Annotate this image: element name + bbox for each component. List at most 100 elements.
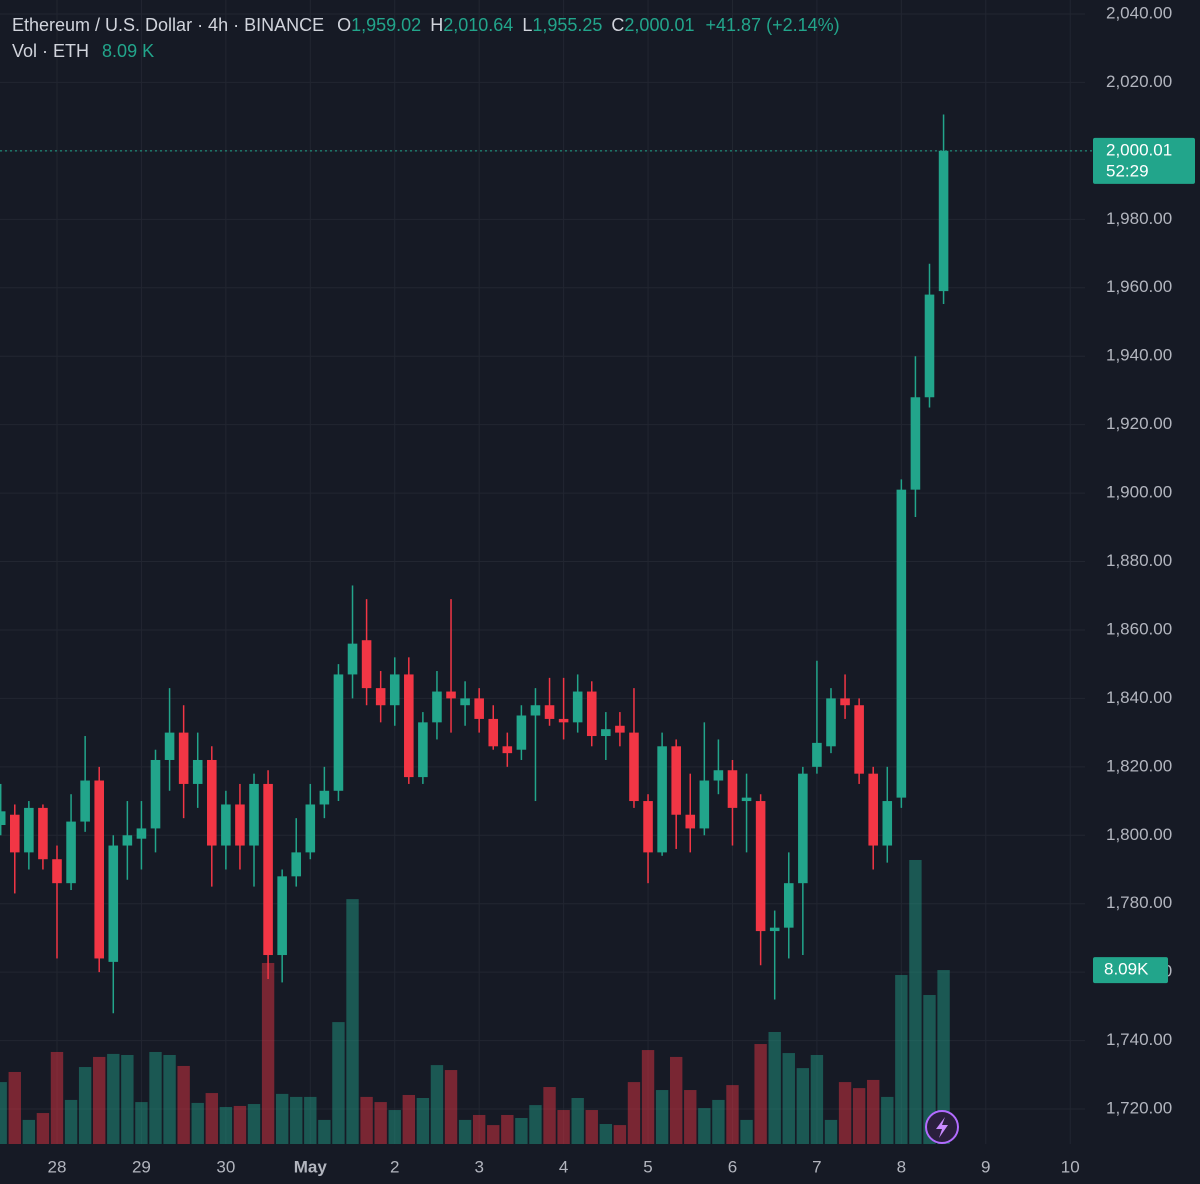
candle-body	[361, 640, 372, 689]
volume-bar	[754, 1044, 767, 1144]
volume-bar	[444, 1070, 458, 1144]
volume-bar	[487, 1125, 500, 1144]
volume-bar	[557, 1110, 570, 1144]
candle-body	[192, 759, 203, 784]
volume-bar	[824, 1119, 838, 1144]
volume-bar	[613, 1125, 627, 1144]
x-tick-label: May	[294, 1157, 328, 1176]
bolt-glyph	[936, 1117, 948, 1138]
candle-body	[882, 801, 893, 846]
candle-body	[572, 691, 583, 723]
y-tick-label: 1,740.00	[1106, 1030, 1172, 1049]
volume-bar	[8, 1071, 21, 1144]
volume-bar	[684, 1090, 697, 1144]
candle-body	[460, 698, 470, 706]
candle-body	[629, 732, 639, 802]
candle-body	[277, 876, 287, 956]
volume-bar	[149, 1051, 162, 1144]
volume-bar	[402, 1094, 416, 1144]
volume-bar	[430, 1065, 444, 1144]
volume-bar	[50, 1051, 64, 1144]
candle-body	[910, 397, 921, 490]
open-label: O	[337, 15, 351, 35]
x-tick-label: 8	[897, 1157, 906, 1176]
y-tick-label: 2,020.00	[1106, 72, 1172, 91]
volume-bar	[163, 1054, 176, 1144]
candle-body	[389, 674, 400, 706]
volume-bar	[472, 1114, 486, 1144]
volume-bar	[360, 1096, 373, 1144]
volume-bar	[233, 1105, 247, 1144]
volume-bar	[22, 1119, 36, 1144]
candle-body	[671, 746, 681, 815]
volume-bar	[838, 1082, 852, 1144]
volume-layer	[0, 859, 950, 1144]
volume-bar	[740, 1119, 753, 1144]
volume-bar	[275, 1093, 289, 1144]
x-tick-label: 2	[390, 1157, 399, 1176]
y-tick-label: 2,040.00	[1106, 3, 1172, 22]
x-tick-label: 5	[643, 1157, 652, 1176]
volume-bar	[627, 1082, 641, 1144]
candle-body	[52, 859, 62, 884]
volume-bar	[641, 1050, 655, 1144]
candle-body	[769, 927, 780, 932]
last-price-label: 2,000.01	[1106, 140, 1172, 159]
candle-body	[601, 729, 611, 737]
candle-body	[798, 773, 808, 884]
x-tick-label: 28	[48, 1157, 67, 1176]
open-value: 1,959.02	[351, 15, 421, 35]
volume-bar	[93, 1056, 106, 1144]
candle-body	[24, 807, 34, 853]
candle-body	[896, 489, 907, 798]
close-value: 2,000.01	[624, 15, 694, 35]
candle-body	[586, 691, 597, 737]
candle-body	[80, 780, 90, 822]
candle-body	[840, 698, 850, 706]
candle-body	[263, 783, 273, 956]
candle-body	[502, 746, 513, 754]
y-tick-label: 1,820.00	[1106, 756, 1172, 775]
last-price-badge	[1093, 137, 1195, 184]
candle-body	[699, 780, 710, 829]
close-label: C	[611, 15, 624, 35]
candle-body	[221, 804, 231, 846]
candle-body	[38, 807, 48, 860]
volume-value: 8.09 K	[102, 41, 154, 61]
volume-bar	[768, 1031, 781, 1144]
candle-body	[235, 804, 245, 846]
volume-bar	[177, 1065, 190, 1144]
volume-bar	[78, 1067, 92, 1144]
volume-bar	[712, 1099, 725, 1144]
y-tick-label: 1,720.00	[1106, 1099, 1172, 1118]
volume-header: Vol · ETH 8.09 K	[12, 41, 154, 61]
volume-bar	[599, 1124, 613, 1144]
volume-bar	[515, 1117, 528, 1144]
volume-bar	[923, 995, 936, 1144]
volume-bar	[416, 1097, 430, 1144]
change: +41.87 (+2.14%)	[706, 15, 840, 35]
x-tick-label: 7	[812, 1157, 821, 1176]
candle-body	[615, 725, 625, 733]
candle-body	[164, 732, 175, 760]
x-tick-label: 29	[132, 1157, 151, 1176]
volume-bar	[501, 1114, 514, 1144]
bolt-icon[interactable]	[925, 1110, 959, 1144]
x-tick-label: 4	[559, 1157, 568, 1176]
volume-bar	[867, 1079, 880, 1144]
candle-body	[9, 814, 20, 853]
volume-bar	[318, 1119, 331, 1144]
last-volume-label: 8.09K	[1104, 960, 1149, 979]
y-tick-label: 1,960.00	[1106, 277, 1172, 296]
volume-bar	[585, 1110, 598, 1144]
volume-bar	[64, 1099, 78, 1144]
candle-body	[404, 674, 414, 778]
y-tick-label: 1,800.00	[1106, 825, 1172, 844]
x-tick-label: 10	[1061, 1157, 1080, 1176]
volume-bar	[543, 1087, 556, 1144]
volume-bar	[529, 1105, 542, 1144]
candle-body	[783, 883, 794, 928]
candle-body	[66, 821, 76, 884]
candle-body	[685, 814, 696, 829]
candle-body	[122, 835, 133, 846]
